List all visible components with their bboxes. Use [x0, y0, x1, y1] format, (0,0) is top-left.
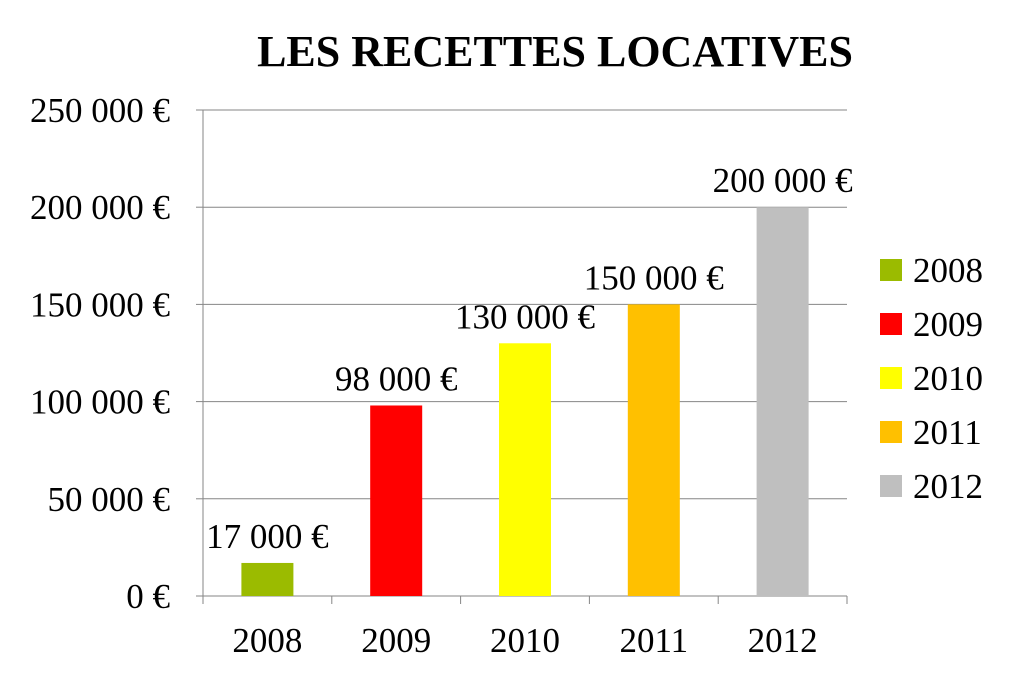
legend-swatch: [880, 421, 902, 443]
gridlines: [203, 109, 847, 500]
bar-2012: [756, 207, 809, 596]
legend-swatch: [880, 475, 902, 497]
bars: [241, 207, 809, 596]
data-label-2009: 98 000 €: [335, 359, 458, 398]
x-axis-ticks: 2008 2009 2010 2011 2012: [232, 621, 817, 660]
x-tick-label: 2009: [361, 621, 431, 660]
y-tick-label: 100 000 €: [30, 383, 170, 422]
chart-title: LES RECETTES LOCATIVES: [257, 27, 853, 76]
legend-swatch: [880, 367, 902, 389]
bar-2011: [627, 304, 680, 596]
legend-swatch: [880, 313, 902, 335]
bar-2009: [370, 405, 423, 596]
y-tick-label: 250 000 €: [30, 91, 170, 130]
data-label-2012: 200 000 €: [713, 161, 853, 200]
bar-2008: [241, 562, 294, 596]
legend-label: 2012: [913, 467, 983, 506]
y-tick-label: 50 000 €: [48, 480, 171, 519]
legend-swatch: [880, 259, 902, 281]
data-labels: 17 000 € 98 000 € 130 000 €150 000 € 200 00…: [206, 161, 852, 556]
legend-label: 2011: [913, 413, 982, 452]
x-tick-label: 2012: [748, 621, 818, 660]
x-tick-label: 2011: [619, 621, 688, 660]
bar-2010: [499, 343, 551, 596]
y-tick-label: 150 000 €: [30, 285, 170, 324]
x-tick-label: 2010: [490, 621, 560, 660]
legend: 2008 2009 2010 2011 2012: [880, 251, 983, 506]
data-label-2011: 150 000 €: [584, 258, 724, 297]
data-label-2010: 130 000 €: [455, 297, 595, 336]
y-axis-ticks: 0 € 50 000 € 100 000 € 150 000 € 200 000 € 25…: [30, 91, 203, 616]
legend-label: 2008: [913, 251, 983, 290]
y-tick-label: 200 000 €: [30, 188, 170, 227]
legend-label: 2010: [913, 359, 983, 398]
x-tick-label: 2008: [232, 621, 302, 660]
legend-label: 2009: [913, 305, 983, 344]
y-tick-label: 0 €: [126, 577, 170, 616]
data-label-2008: 17 000 €: [206, 517, 329, 556]
